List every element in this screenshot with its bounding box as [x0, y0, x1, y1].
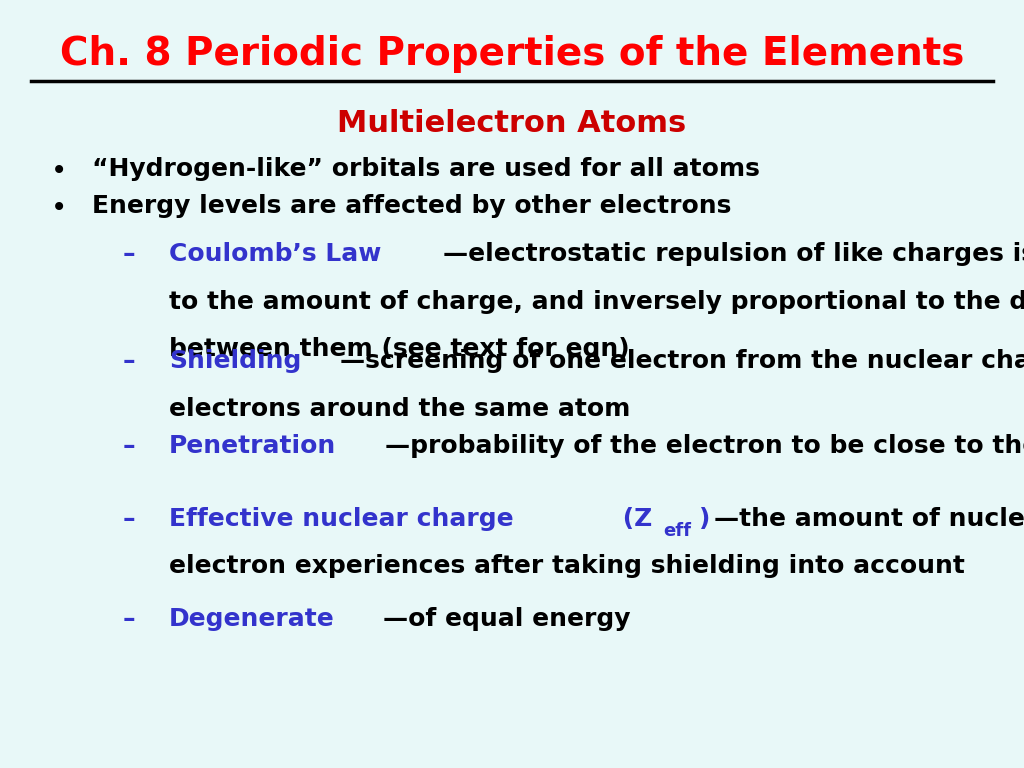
- Text: •: •: [51, 157, 68, 185]
- Text: —electrostatic repulsion of like charges is proportional: —electrostatic repulsion of like charges…: [443, 242, 1024, 266]
- Text: Effective nuclear charge: Effective nuclear charge: [169, 507, 514, 531]
- Text: to the amount of charge, and inversely proportional to the distance: to the amount of charge, and inversely p…: [169, 290, 1024, 313]
- Text: —screening of one electron from the nuclear charge by other: —screening of one electron from the nucl…: [340, 349, 1024, 373]
- Text: Ch. 8 Periodic Properties of the Elements: Ch. 8 Periodic Properties of the Element…: [59, 35, 965, 72]
- Text: –: –: [123, 607, 135, 631]
- Text: Coulomb’s Law: Coulomb’s Law: [169, 242, 381, 266]
- Text: eff: eff: [663, 522, 691, 540]
- Text: electrons around the same atom: electrons around the same atom: [169, 397, 631, 421]
- Text: Energy levels are affected by other electrons: Energy levels are affected by other elec…: [92, 194, 731, 217]
- Text: –: –: [123, 507, 135, 531]
- Text: –: –: [123, 434, 135, 458]
- Text: between them (see text for eqn): between them (see text for eqn): [169, 337, 630, 361]
- Text: Degenerate: Degenerate: [169, 607, 335, 631]
- Text: Multielectron Atoms: Multielectron Atoms: [337, 109, 687, 138]
- Text: —of equal energy: —of equal energy: [383, 607, 631, 631]
- Text: –: –: [123, 349, 135, 373]
- Text: (Z: (Z: [613, 507, 652, 531]
- Text: –: –: [123, 242, 135, 266]
- Text: electron experiences after taking shielding into account: electron experiences after taking shield…: [169, 554, 965, 578]
- Text: ): ): [699, 507, 711, 531]
- Text: “Hydrogen-like” orbitals are used for all atoms: “Hydrogen-like” orbitals are used for al…: [92, 157, 760, 181]
- Text: Shielding: Shielding: [169, 349, 301, 373]
- Text: —probability of the electron to be close to the nucleus: —probability of the electron to be close…: [385, 434, 1024, 458]
- Text: Penetration: Penetration: [169, 434, 336, 458]
- Text: —the amount of nuclear charge an: —the amount of nuclear charge an: [714, 507, 1024, 531]
- Text: •: •: [51, 194, 68, 221]
